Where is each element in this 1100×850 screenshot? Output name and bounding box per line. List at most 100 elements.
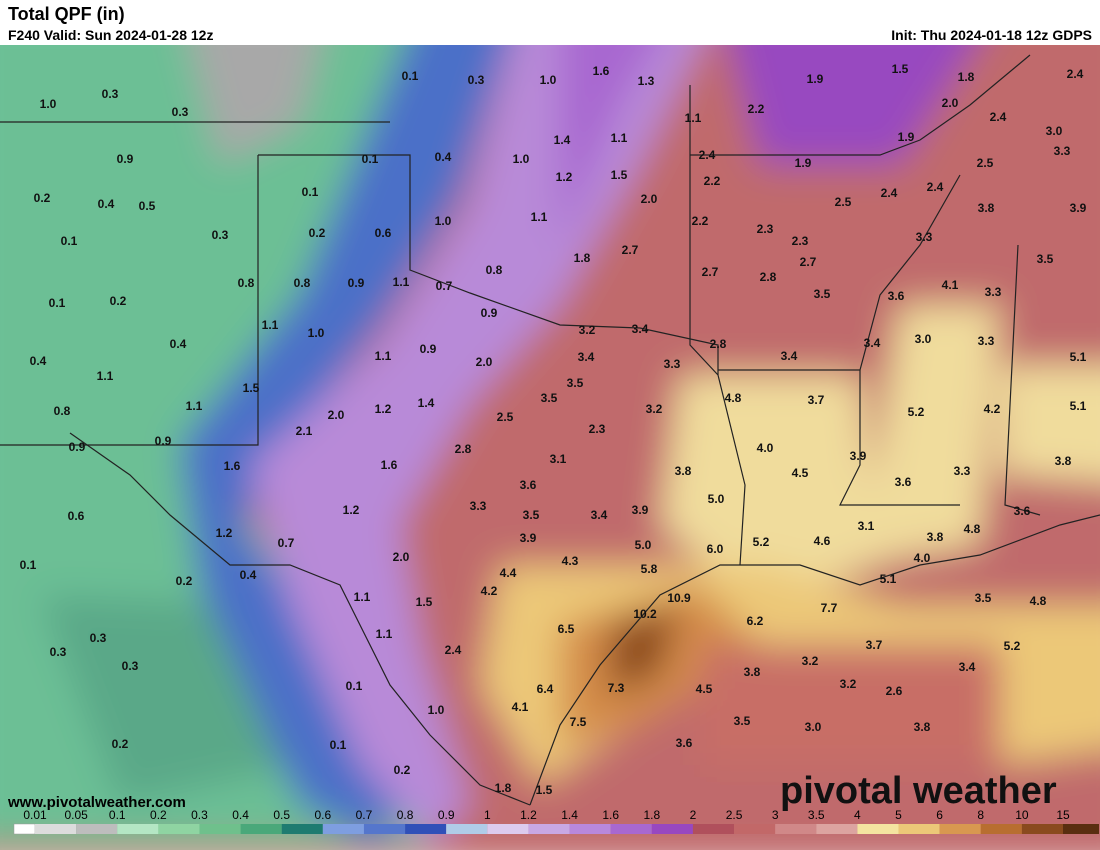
colorbar-swatch <box>857 824 899 834</box>
map-label: 2.2 <box>748 102 765 116</box>
map-label: 3.2 <box>646 402 663 416</box>
map-label: 0.3 <box>468 73 485 87</box>
map-label: 2.8 <box>455 442 472 456</box>
map-label: 0.1 <box>346 679 363 693</box>
map-label: 3.8 <box>927 530 944 544</box>
colorbar-label: 1.6 <box>602 808 619 822</box>
state-border <box>1004 244 1041 516</box>
map-label: 0.1 <box>49 296 66 310</box>
colorbar-label: 2.5 <box>726 808 743 822</box>
map-label: 2.0 <box>641 192 658 206</box>
map: 0.1 0.3 1.0 1.6 1.3 1.9 1.5 1.8 2.4 1.0 0.3 0.3 1.1 2… <box>0 45 1100 850</box>
map-label: 0.2 <box>112 737 129 751</box>
map-label: 5.1 <box>1070 350 1087 364</box>
colorbar-label: 0.7 <box>356 808 373 822</box>
colorbar-label: 8 <box>977 808 984 822</box>
map-label: 3.5 <box>541 391 558 405</box>
map-label: 3.4 <box>864 336 881 350</box>
map-label: 0.4 <box>30 354 47 368</box>
map-label: 0.1 <box>330 738 347 752</box>
map-label: 5.1 <box>1070 399 1087 413</box>
map-label: 4.5 <box>792 466 809 480</box>
map-label: 3.8 <box>744 665 761 679</box>
map-label: 1.5 <box>536 783 553 797</box>
map-label: 1.0 <box>540 73 557 87</box>
map-label: 3.6 <box>895 475 912 489</box>
colorbar-swatch <box>528 824 570 834</box>
map-label: 1.2 <box>375 402 392 416</box>
map-label: 4.1 <box>942 278 959 292</box>
map-label: 0.9 <box>117 152 134 166</box>
map-label: 3.6 <box>1014 504 1031 518</box>
map-label: 3.9 <box>1070 201 1087 215</box>
map-label: 3.8 <box>978 201 995 215</box>
state-border <box>258 154 719 375</box>
map-label: 2.1 <box>296 424 313 438</box>
map-label: 0.9 <box>420 342 437 356</box>
map-label: 5.2 <box>753 535 770 549</box>
map-label: 5.2 <box>1004 639 1021 653</box>
map-label: 6.5 <box>558 622 575 636</box>
map-label: 6.0 <box>707 542 724 556</box>
map-label: 5.0 <box>635 538 652 552</box>
map-label: 5.8 <box>641 562 658 576</box>
map-label: 3.3 <box>954 464 971 478</box>
colorbar-label: 2 <box>690 808 697 822</box>
map-label: 4.3 <box>562 554 579 568</box>
map-label: 3.3 <box>664 357 681 371</box>
map-label: 1.1 <box>376 627 393 641</box>
colorbar-swatch <box>980 824 1022 834</box>
map-label: 1.2 <box>556 170 573 184</box>
map-label: 0.9 <box>481 306 498 320</box>
colorbar-swatch <box>569 824 611 834</box>
colorbar-label: 5 <box>895 808 902 822</box>
map-label: 3.3 <box>916 230 933 244</box>
map-label: 3.7 <box>808 393 825 407</box>
map-label: 2.3 <box>589 422 606 436</box>
colorbar-label: 0.05 <box>64 808 88 822</box>
colorbar-swatch <box>281 824 323 834</box>
map-label: 1.6 <box>593 64 610 78</box>
map-label: 1.1 <box>186 399 203 413</box>
precip-field <box>0 45 1100 850</box>
map-label: 2.8 <box>760 270 777 284</box>
colorbar-label: 0.8 <box>397 808 414 822</box>
map-label: 1.0 <box>40 97 57 111</box>
map-label: 2.4 <box>699 148 716 162</box>
map-label: 0.1 <box>362 152 379 166</box>
map-label: 0.8 <box>54 404 71 418</box>
map-label: 3.4 <box>781 349 798 363</box>
colorbar-swatch <box>898 824 940 834</box>
map-label: 2.8 <box>710 337 727 351</box>
map-label: 0.3 <box>102 87 119 101</box>
map-label: 0.4 <box>98 197 115 211</box>
map-label: 2.6 <box>886 684 903 698</box>
map-label: 1.5 <box>892 62 909 76</box>
map-label: 0.8 <box>486 263 503 277</box>
map-label: 3.4 <box>578 350 595 364</box>
map-label: 3.8 <box>914 720 931 734</box>
map-label: 3.5 <box>975 591 992 605</box>
map-label: 4.2 <box>984 402 1001 416</box>
colorbar-label: 0.1 <box>109 808 126 822</box>
colorbar-label: 15 <box>1056 808 1070 822</box>
map-label: 1.2 <box>343 503 360 517</box>
colorbar-swatch <box>446 824 488 834</box>
colorbar-label: 1 <box>484 808 491 822</box>
label-layer: 0.1 0.3 1.0 1.6 1.3 1.9 1.5 1.8 2.4 1.0 0.3 0.3 1.1 2… <box>20 62 1087 797</box>
map-label: 0.7 <box>436 279 453 293</box>
map-label: 3.2 <box>802 654 819 668</box>
colorbar-label: 1.2 <box>520 808 537 822</box>
colorbar-label: 1.4 <box>561 808 578 822</box>
colorbar-swatch <box>240 824 282 834</box>
map-label: 3.0 <box>915 332 932 346</box>
map-label: 3.0 <box>1046 124 1063 138</box>
map-label: 1.1 <box>611 131 628 145</box>
map-label: 3.5 <box>567 376 584 390</box>
colorbar-swatch <box>939 824 981 834</box>
colorbar-swatch <box>35 824 77 834</box>
map-label: 3.9 <box>632 503 649 517</box>
map-label: 0.3 <box>172 105 189 119</box>
map-label: 1.1 <box>685 111 702 125</box>
